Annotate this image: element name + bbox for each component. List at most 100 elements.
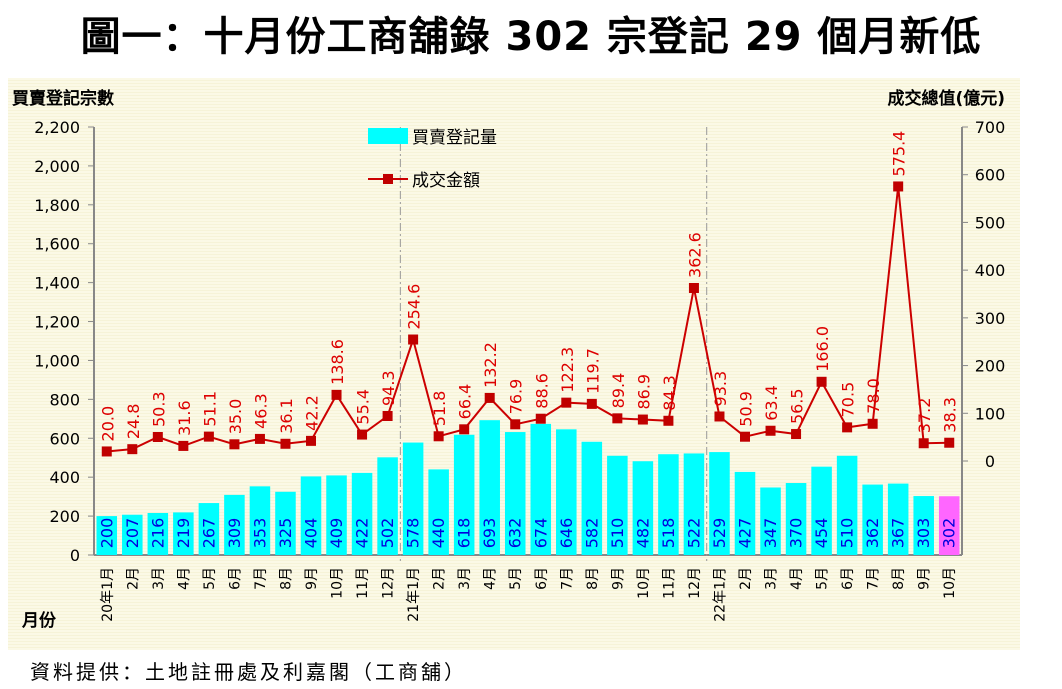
bar-value-label: 267 bbox=[199, 518, 218, 549]
x-tick-label: 3月 bbox=[457, 567, 473, 590]
x-tick-label: 6月 bbox=[227, 567, 243, 590]
bar-value-label: 422 bbox=[353, 518, 372, 549]
x-tick-label: 5月 bbox=[815, 567, 831, 590]
x-tick-label: 10月 bbox=[330, 567, 346, 599]
line-marker bbox=[484, 392, 495, 403]
line-marker bbox=[561, 397, 572, 408]
x-tick-label: 2月 bbox=[125, 567, 141, 590]
x-tick-label: 9月 bbox=[917, 567, 933, 590]
line-value-label: 362.6 bbox=[685, 232, 704, 278]
left-tick-label: 200 bbox=[49, 507, 80, 526]
x-tick-label: 11月 bbox=[661, 567, 677, 599]
line-value-label: 76.9 bbox=[507, 379, 526, 415]
right-tick-label: 700 bbox=[975, 118, 1006, 137]
bar-value-label: 367 bbox=[889, 518, 908, 549]
bar bbox=[607, 455, 628, 555]
chart-title: 圖一：十月份工商舖錄 302 宗登記 29 個月新低 bbox=[80, 14, 982, 60]
legend-bar-swatch bbox=[368, 128, 408, 144]
x-tick-label: 5月 bbox=[202, 567, 218, 590]
x-tick-label: 10月 bbox=[942, 567, 958, 599]
bar bbox=[504, 432, 526, 555]
x-tick-label: 7月 bbox=[253, 567, 269, 590]
bar-value-label: 632 bbox=[506, 518, 525, 549]
bar bbox=[913, 496, 934, 555]
bar bbox=[122, 514, 143, 555]
right-tick-label: 200 bbox=[975, 357, 1006, 376]
line-value-label: 94.3 bbox=[379, 370, 398, 406]
x-tick-label: 4月 bbox=[176, 567, 192, 590]
right-tick-label: 100 bbox=[975, 404, 1006, 423]
bar bbox=[326, 475, 347, 555]
bar bbox=[811, 466, 832, 555]
left-tick-label: 2,200 bbox=[34, 118, 80, 137]
bar bbox=[836, 455, 858, 555]
line-marker bbox=[740, 431, 750, 442]
line-marker bbox=[586, 398, 597, 409]
x-tick-label: 22年1月 bbox=[712, 567, 728, 622]
bar bbox=[887, 483, 909, 555]
x-tick-label: 2月 bbox=[738, 567, 754, 590]
bar bbox=[275, 491, 296, 555]
line-value-label: 50.9 bbox=[737, 391, 756, 427]
bar bbox=[760, 487, 781, 555]
line-value-label: 254.6 bbox=[405, 284, 424, 330]
bar-value-label: 427 bbox=[736, 518, 755, 549]
x-tick-label: 4月 bbox=[483, 567, 499, 590]
bar-value-label: 347 bbox=[761, 518, 780, 549]
bar bbox=[147, 512, 169, 555]
line-value-label: 93.3 bbox=[711, 371, 730, 407]
bar bbox=[530, 423, 552, 555]
line-marker bbox=[408, 334, 419, 345]
line-value-label: 20.0 bbox=[98, 406, 117, 442]
line-marker bbox=[254, 433, 265, 444]
bar-value-label: 216 bbox=[148, 518, 167, 549]
line-value-label: 132.2 bbox=[481, 342, 500, 388]
bar bbox=[198, 503, 220, 555]
x-tick-label: 6月 bbox=[840, 567, 856, 590]
line-marker bbox=[688, 282, 699, 293]
line-value-label: 84.3 bbox=[660, 375, 679, 411]
line-value-label: 42.2 bbox=[303, 395, 322, 431]
x-tick-label: 11月 bbox=[355, 567, 371, 599]
line-marker bbox=[433, 431, 444, 442]
bar bbox=[862, 484, 883, 555]
right-tick-label: 0 bbox=[985, 452, 995, 471]
line-value-label: 35.0 bbox=[226, 399, 245, 435]
source-note: 資料提供：土地註冊處及利嘉閣（工商舖） bbox=[30, 660, 467, 684]
bar bbox=[402, 442, 424, 555]
line-marker bbox=[152, 431, 163, 442]
bar bbox=[734, 471, 756, 555]
bar bbox=[453, 434, 475, 555]
left-tick-label: 600 bbox=[49, 429, 80, 448]
line-series bbox=[106, 186, 950, 453]
bar bbox=[938, 496, 960, 555]
x-axis-title: 月份 bbox=[21, 610, 57, 631]
right-tick-label: 600 bbox=[975, 166, 1006, 185]
left-tick-label: 1,800 bbox=[34, 196, 80, 215]
bar-value-label: 510 bbox=[608, 518, 627, 549]
x-tick-label: 21年1月 bbox=[406, 567, 422, 622]
left-tick-label: 1,400 bbox=[34, 274, 80, 293]
x-tick-label: 3月 bbox=[151, 567, 167, 590]
line-marker bbox=[612, 413, 623, 424]
bar-value-label: 482 bbox=[633, 518, 652, 549]
bar-value-label: 309 bbox=[225, 518, 244, 549]
x-tick-label: 12月 bbox=[687, 567, 703, 599]
bar-value-label: 303 bbox=[914, 518, 933, 549]
left-tick-label: 1,200 bbox=[34, 313, 80, 332]
x-tick-label: 8月 bbox=[585, 567, 601, 590]
x-tick-label: 10月 bbox=[636, 567, 652, 599]
left-tick-label: 800 bbox=[49, 390, 80, 409]
line-marker bbox=[842, 422, 853, 433]
line-marker bbox=[459, 424, 470, 435]
bar-value-label: 302 bbox=[940, 518, 959, 549]
left-tick-label: 400 bbox=[49, 468, 80, 487]
line-marker bbox=[816, 376, 827, 387]
bar bbox=[300, 476, 322, 555]
bar-value-label: 454 bbox=[812, 518, 831, 549]
line-marker bbox=[101, 446, 112, 457]
line-value-label: 66.4 bbox=[456, 384, 475, 420]
x-tick-label: 7月 bbox=[866, 567, 882, 590]
line-value-label: 31.6 bbox=[175, 400, 194, 436]
